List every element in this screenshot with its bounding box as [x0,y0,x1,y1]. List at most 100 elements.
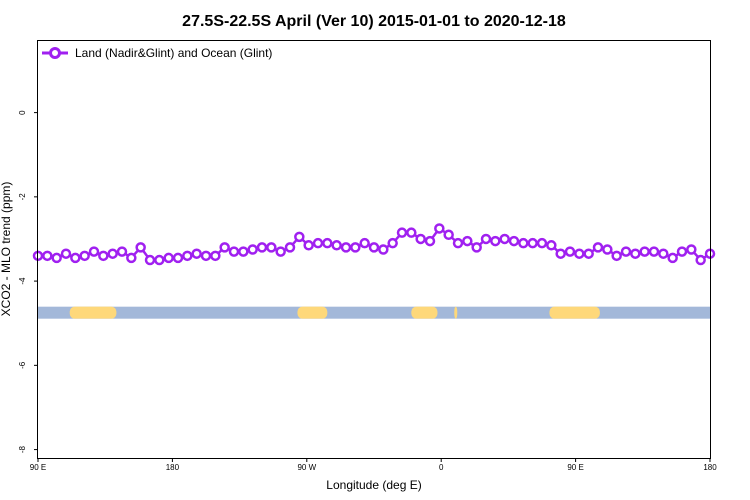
data-point [116,246,128,257]
x-tick-label: 180 [166,463,180,472]
y-axis-label: XCO2 - MLO trend (ppm) [0,182,13,317]
data-point [126,252,137,264]
x-tick-label: 0 [439,463,444,472]
data-point [499,233,510,245]
data-point [256,242,268,253]
data-point [658,248,669,259]
data-point [667,252,678,264]
data-point [284,242,296,253]
data-point [144,254,156,266]
data-point [163,252,174,264]
legend-series-label: Land (Nadir&Glint) and Ocean (Glint) [75,46,272,60]
data-point [518,237,529,249]
data-point [424,235,436,247]
data-point [368,242,380,253]
data-point [648,246,660,257]
data-point [406,227,417,238]
data-point [219,242,230,253]
plot-frame [37,40,711,459]
data-point [378,244,389,255]
data-point [247,244,258,255]
data-point [620,246,632,257]
chart-title: 27.5S-22.5S April (Ver 10) 2015-01-01 to… [182,13,566,30]
data-point [294,231,305,243]
data-point [88,246,100,257]
data-point [275,246,286,257]
y-tick-label: -2 [18,193,27,201]
data-point [508,235,520,247]
data-point [546,240,557,251]
data-point [172,252,184,264]
legend-point-marker [49,47,61,59]
data-point [42,250,53,262]
data-point [527,237,538,249]
y-tick-label: -4 [18,277,27,285]
data-point [415,233,426,245]
x-tick-label: 180 [703,463,717,472]
land-segment [69,306,117,319]
data-point [135,242,146,253]
data-point [452,237,464,249]
data-point [340,242,352,253]
y-tick-label: 0 [18,110,27,115]
data-point [79,250,90,262]
x-tick-label: 90 E [30,463,46,472]
land-segment [454,306,458,319]
data-point [480,233,492,245]
data-point [434,223,445,234]
x-tick-label: 90 W [297,463,316,472]
x-tick-label: 90 E [567,463,583,472]
data-point [490,235,501,247]
data-point [331,240,342,251]
y-axis: 0 -2 -4 -6 -8 [18,110,38,453]
data-point [228,246,240,257]
data-point [592,242,604,253]
data-point [107,248,118,259]
data-point [564,246,576,257]
data-point [574,248,585,259]
data-point [350,242,361,253]
x-axis: 90 E 180 90 W 0 90 E 180 [30,458,717,472]
y-tick-label: -8 [18,445,27,453]
data-point [396,227,408,238]
data-point [462,235,473,247]
legend: Land (Nadir&Glint) and Ocean (Glint) [42,46,272,60]
data-point [639,246,650,257]
data-point [630,248,641,259]
land-segment [297,306,328,319]
data-point [154,254,165,266]
data-point [322,237,333,249]
data-point [60,248,72,259]
data-point [471,242,482,253]
data-point [359,237,370,249]
data-point [536,237,548,249]
data-point [200,250,212,262]
data-point [98,250,109,262]
land-segment [411,306,438,319]
data-point [686,244,697,255]
data-point [602,244,613,255]
data-point [70,252,81,264]
ocean-band [38,306,710,319]
x-axis-label: Longitude (deg E) [326,478,421,492]
data-point [583,248,594,259]
data-point [676,246,688,257]
data-point [387,237,398,249]
surface-band [38,306,710,319]
y-tick-label: -6 [18,361,27,369]
data-point [182,250,193,262]
data-point [443,229,454,241]
data-point [51,252,62,264]
data-point [695,254,706,266]
data-point [210,250,221,262]
land-segment [549,306,600,319]
data-point [303,240,314,251]
data-point [238,246,249,257]
data-point [555,248,566,259]
data-point [191,248,202,259]
data-point [611,250,622,262]
data-point [312,237,324,249]
series-layer [32,223,716,266]
data-point [266,242,277,253]
